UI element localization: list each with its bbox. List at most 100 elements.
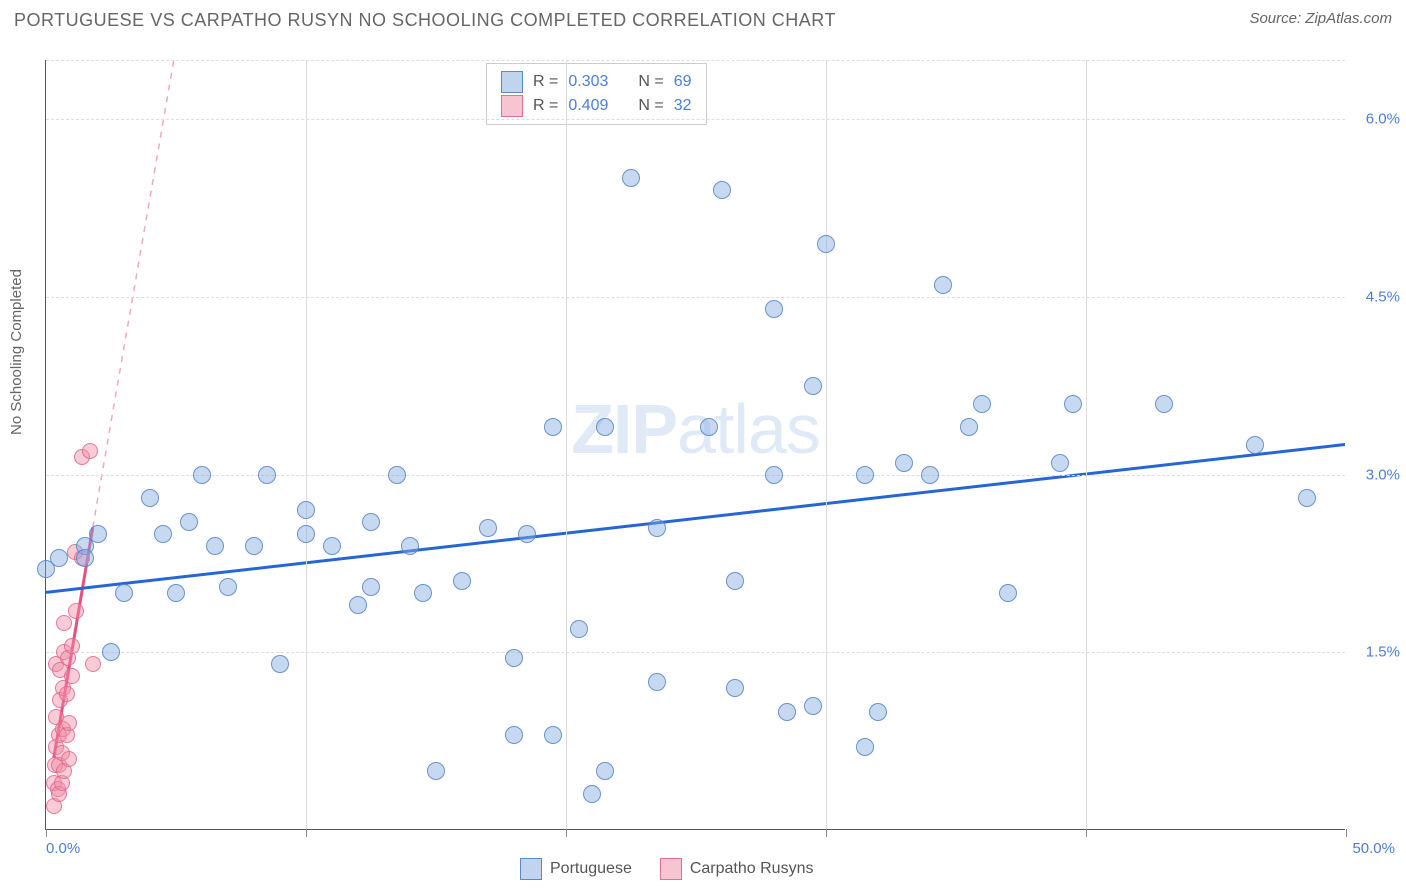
data-point xyxy=(115,584,133,602)
data-point xyxy=(453,572,471,590)
y-tick-label: 1.5% xyxy=(1366,644,1400,661)
x-tick-mark xyxy=(1086,829,1087,837)
data-point xyxy=(50,549,68,567)
data-point xyxy=(544,726,562,744)
data-point xyxy=(56,615,72,631)
data-point xyxy=(1246,436,1264,454)
data-point xyxy=(765,300,783,318)
trend-lines xyxy=(46,60,1345,829)
data-point xyxy=(193,466,211,484)
data-point xyxy=(596,418,614,436)
data-point xyxy=(596,762,614,780)
x-tick-mark xyxy=(306,829,307,837)
data-point xyxy=(895,454,913,472)
data-point xyxy=(544,418,562,436)
gridline-v xyxy=(826,60,827,829)
data-point xyxy=(85,656,101,672)
data-point xyxy=(323,537,341,555)
data-point xyxy=(61,715,77,731)
data-point xyxy=(973,395,991,413)
data-point xyxy=(726,679,744,697)
chart-title: PORTUGUESE VS CARPATHO RUSYN NO SCHOOLIN… xyxy=(14,10,836,31)
source-label: Source: ZipAtlas.com xyxy=(1249,10,1392,27)
data-point xyxy=(726,572,744,590)
data-point xyxy=(713,181,731,199)
watermark-bold: ZIP xyxy=(571,390,677,468)
data-point xyxy=(427,762,445,780)
data-point xyxy=(648,673,666,691)
data-point xyxy=(622,169,640,187)
data-point xyxy=(817,235,835,253)
y-tick-label: 3.0% xyxy=(1366,466,1400,483)
data-point xyxy=(219,578,237,596)
legend-stat-row: R = 0.409 N = 32 xyxy=(501,94,692,118)
r-label: R = xyxy=(533,70,558,94)
gridline-h xyxy=(46,119,1345,120)
x-tick-last: 50.0% xyxy=(1352,840,1395,857)
plot-area: ZIPatlas R =0.303N =69R =0.409N =32 0.0%… xyxy=(45,60,1345,830)
data-point xyxy=(64,668,80,684)
n-label: N = xyxy=(638,70,663,94)
gridline-h xyxy=(46,475,1345,476)
legend-item: Portuguese xyxy=(520,858,632,880)
data-point xyxy=(271,655,289,673)
data-point xyxy=(102,643,120,661)
r-value: 0.303 xyxy=(568,70,608,94)
data-point xyxy=(362,578,380,596)
data-point xyxy=(505,649,523,667)
data-point xyxy=(1064,395,1082,413)
legend-swatch xyxy=(501,71,523,93)
data-point xyxy=(765,466,783,484)
n-label: N = xyxy=(638,94,663,118)
legend-series: Portuguese Carpatho Rusyns xyxy=(520,858,813,880)
legend-swatch xyxy=(501,95,523,117)
legend-label: Carpatho Rusyns xyxy=(690,860,814,878)
data-point xyxy=(68,603,84,619)
data-point xyxy=(401,537,419,555)
data-point xyxy=(856,466,874,484)
r-value: 0.409 xyxy=(568,94,608,118)
gridline-h xyxy=(46,652,1345,653)
data-point xyxy=(154,525,172,543)
x-tick-first: 0.0% xyxy=(46,840,80,857)
data-point xyxy=(297,525,315,543)
gridline-v xyxy=(566,60,567,829)
data-point xyxy=(1155,395,1173,413)
data-point xyxy=(167,584,185,602)
legend-label: Portuguese xyxy=(550,860,632,878)
data-point xyxy=(804,377,822,395)
legend-stats: R = 0.303 N = 69 R = 0.409 N = 32 xyxy=(486,63,707,125)
data-point xyxy=(700,418,718,436)
y-axis-label: No Schooling Completed xyxy=(8,269,25,435)
data-point xyxy=(518,525,536,543)
data-point xyxy=(505,726,523,744)
data-point xyxy=(570,620,588,638)
data-point xyxy=(180,513,198,531)
n-value: 69 xyxy=(674,70,692,94)
gridline-h xyxy=(46,60,1345,61)
data-point xyxy=(245,537,263,555)
data-point xyxy=(999,584,1017,602)
data-point xyxy=(1298,489,1316,507)
data-point xyxy=(960,418,978,436)
data-point xyxy=(869,703,887,721)
x-tick-mark xyxy=(1346,829,1347,837)
x-tick-mark xyxy=(826,829,827,837)
data-point xyxy=(76,549,94,567)
data-point xyxy=(921,466,939,484)
n-value: 32 xyxy=(674,94,692,118)
data-point xyxy=(479,519,497,537)
gridline-h xyxy=(46,297,1345,298)
legend-stat-row: R = 0.303 N = 69 xyxy=(501,70,692,94)
data-point xyxy=(349,596,367,614)
data-point xyxy=(64,638,80,654)
data-point xyxy=(778,703,796,721)
data-point xyxy=(804,697,822,715)
data-point xyxy=(388,466,406,484)
data-point xyxy=(934,276,952,294)
x-tick-mark xyxy=(46,829,47,837)
y-tick-label: 4.5% xyxy=(1366,288,1400,305)
r-label: R = xyxy=(533,94,558,118)
x-tick-mark xyxy=(566,829,567,837)
legend-swatch xyxy=(660,858,682,880)
